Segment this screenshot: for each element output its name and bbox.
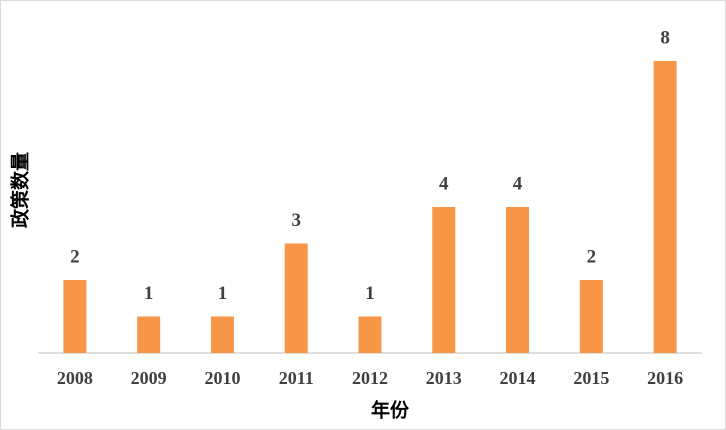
x-tick-label: 2016: [647, 368, 683, 388]
bar: [358, 316, 382, 353]
bar: [653, 61, 677, 353]
value-label: 3: [291, 210, 301, 231]
bar: [210, 316, 234, 353]
bar: [506, 207, 530, 353]
x-tick-label: 2009: [131, 368, 167, 388]
bar: [63, 280, 87, 353]
x-tick-label: 2011: [279, 368, 314, 388]
value-label: 2: [587, 246, 597, 267]
value-label: 1: [144, 283, 154, 304]
y-axis-title: 政策数量: [8, 152, 31, 228]
value-label: 4: [439, 173, 449, 194]
bar: [137, 316, 161, 353]
bar: [432, 207, 456, 353]
bar: [579, 280, 603, 353]
value-label: 1: [218, 283, 228, 304]
x-tick-label: 2015: [573, 368, 609, 388]
x-tick-label: 2010: [204, 368, 240, 388]
value-label: 2: [70, 246, 80, 267]
x-tick-label: 2014: [500, 368, 536, 388]
x-tick-label: 2013: [426, 368, 462, 388]
x-tick-label: 2012: [352, 368, 388, 388]
x-tick-label: 2008: [57, 368, 93, 388]
bar: [284, 243, 308, 353]
value-label: 1: [365, 283, 375, 304]
value-label: 4: [513, 173, 523, 194]
x-axis-title: 年份: [371, 398, 410, 421]
value-label: 8: [660, 27, 670, 48]
